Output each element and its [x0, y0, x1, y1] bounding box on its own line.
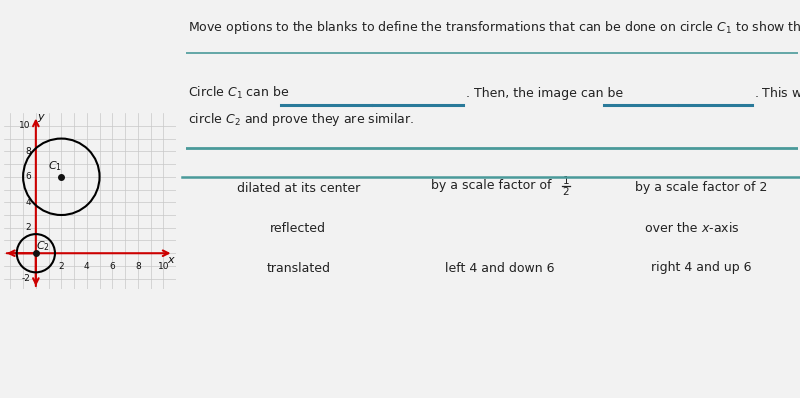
Text: $C_2$: $C_2$ [36, 239, 50, 253]
Text: dilated at its center: dilated at its center [237, 181, 360, 195]
Text: x: x [167, 255, 174, 265]
Text: 2: 2 [25, 223, 30, 232]
Text: . This will map circle $C_1$ onto: . This will map circle $C_1$ onto [754, 84, 800, 101]
Text: 4: 4 [84, 261, 90, 271]
Text: 8: 8 [25, 147, 30, 156]
Text: over the: over the [645, 222, 701, 234]
Text: 1: 1 [562, 176, 569, 186]
Text: Circle $C_1$ can be: Circle $C_1$ can be [188, 85, 290, 101]
Text: 2: 2 [562, 187, 569, 197]
Text: $C_1$: $C_1$ [48, 160, 62, 174]
Text: -2: -2 [22, 274, 30, 283]
Text: 10: 10 [19, 121, 30, 130]
Text: y: y [37, 112, 44, 122]
Text: 2: 2 [58, 261, 64, 271]
Text: reflected: reflected [270, 222, 326, 234]
Text: Move options to the blanks to define the transformations that can be done on cir: Move options to the blanks to define the… [188, 20, 800, 37]
Text: translated: translated [266, 261, 330, 275]
Text: 6: 6 [110, 261, 115, 271]
Text: by a scale factor of: by a scale factor of [431, 179, 552, 193]
Text: $x$-axis: $x$-axis [701, 221, 740, 235]
Text: 4: 4 [25, 198, 30, 207]
Text: by a scale factor of 2: by a scale factor of 2 [634, 181, 767, 195]
Text: 10: 10 [158, 261, 169, 271]
Text: 8: 8 [135, 261, 141, 271]
Text: left 4 and down 6: left 4 and down 6 [445, 261, 554, 275]
Text: 6: 6 [25, 172, 30, 181]
Text: . Then, the image can be: . Then, the image can be [466, 86, 623, 100]
Text: right 4 and up 6: right 4 and up 6 [650, 261, 751, 275]
Text: circle $C_2$ and prove they are similar.: circle $C_2$ and prove they are similar. [188, 111, 414, 129]
